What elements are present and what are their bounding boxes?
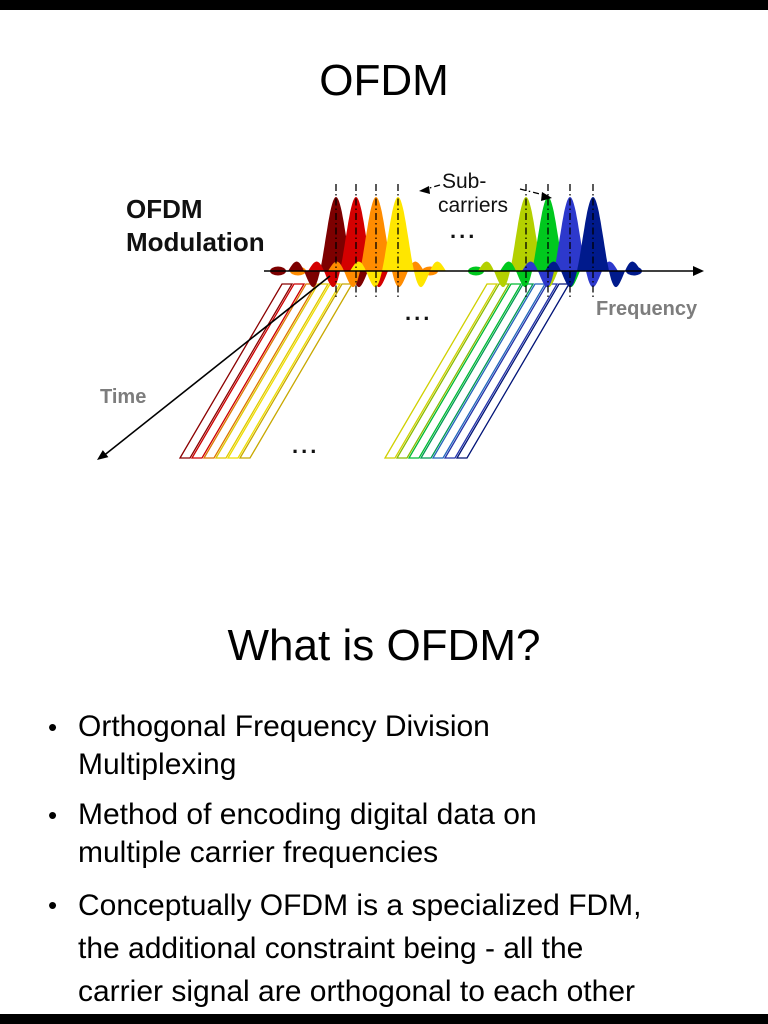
top-black-bar bbox=[0, 0, 768, 10]
ofdm-modulation-label-line2: Modulation bbox=[126, 227, 265, 257]
time-symbol bbox=[214, 283, 330, 459]
ofdm-modulation-diagram: OFDM Modulation Sub- carriers Frequency … bbox=[97, 170, 704, 460]
time-axis-label: Time bbox=[100, 386, 146, 408]
subcarrier-pointer-left bbox=[425, 184, 441, 190]
time-symbol bbox=[431, 283, 547, 459]
bullet-text-1: Orthogonal Frequency Division Multiplexi… bbox=[78, 710, 490, 781]
time-symbol bbox=[443, 283, 559, 459]
time-symbol bbox=[238, 283, 354, 459]
bullet-text-2: Method of encoding digital data on multi… bbox=[78, 798, 537, 869]
time-symbol bbox=[178, 283, 294, 459]
subcarrier-pointer-left-arrow bbox=[419, 186, 430, 194]
time-symbol bbox=[383, 283, 499, 459]
frequency-axis-arrow bbox=[693, 266, 704, 276]
diagram-drawing bbox=[97, 184, 704, 460]
bullet-marker: • bbox=[48, 712, 58, 742]
subcarriers-label-line1: Sub- bbox=[442, 170, 486, 193]
time-axis bbox=[101, 275, 331, 458]
bullet-list: • Orthogonal Frequency Division Multiple… bbox=[46, 708, 736, 1024]
bullet-marker: • bbox=[48, 890, 58, 920]
time-symbol bbox=[190, 283, 306, 459]
bullet-item-1: • Orthogonal Frequency Division Multiple… bbox=[46, 708, 736, 784]
ellipsis-middle: ... bbox=[405, 300, 432, 325]
subcarrier-pointer-right-arrow bbox=[541, 192, 552, 201]
ofdm-modulation-label-line1: OFDM bbox=[126, 194, 203, 224]
frequency-axis-label: Frequency bbox=[596, 298, 698, 320]
bullet-marker: • bbox=[48, 800, 58, 830]
time-symbol bbox=[407, 283, 523, 459]
subcarrier-pointer-right bbox=[519, 188, 545, 196]
time-symbol bbox=[419, 283, 535, 459]
time-symbol bbox=[455, 283, 571, 459]
subcarriers-label-line2: carriers bbox=[438, 194, 508, 217]
slide2-title: What is OFDM? bbox=[227, 621, 541, 670]
time-symbol bbox=[226, 283, 342, 459]
slide1-title: OFDM bbox=[319, 56, 449, 105]
time-symbol bbox=[202, 283, 318, 459]
ellipsis-axis: ... bbox=[450, 218, 477, 243]
bullet-item-3: • Conceptually OFDM is a specialized FDM… bbox=[46, 884, 736, 1013]
bullet-text-3: Conceptually OFDM is a specialized FDM, … bbox=[78, 889, 642, 1008]
time-axis-arrow bbox=[97, 450, 109, 460]
bullet-item-2: • Method of encoding digital data on mul… bbox=[46, 796, 736, 872]
ellipsis-symbols: ... bbox=[292, 433, 319, 458]
bottom-black-bar bbox=[0, 1014, 768, 1024]
